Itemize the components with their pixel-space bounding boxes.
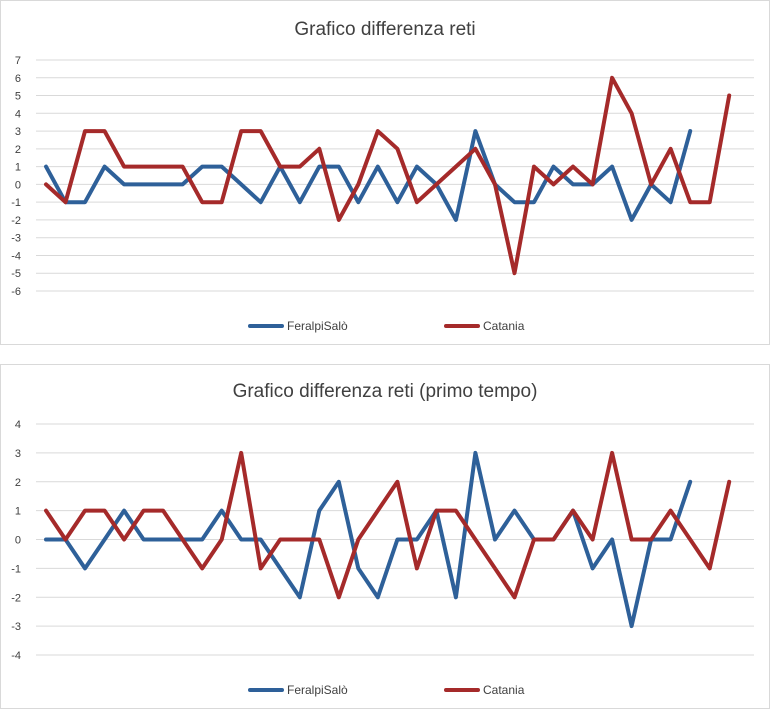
chart-1-y-tick-label: 3 [15, 126, 21, 138]
chart-1-legend-label: FeralpiSalò [287, 319, 348, 333]
chart-1-y-tick-label: -3 [11, 233, 21, 245]
chart-1-frame: Grafico differenza reti 7 6 5 4 3 2 1 0 -1 -2 -3 -4 -… [0, 0, 770, 345]
chart-2-series-catania-line [44, 450, 732, 600]
chart-2-y-tick-label: -2 [11, 592, 21, 604]
chart-1-y-tick-label: 5 [15, 91, 21, 103]
chart-1-y-tick-label: 2 [15, 144, 21, 156]
chart-1: Grafico differenza reti 7 6 5 4 3 2 1 0 -1 -2 -3 -4 -… [11, 19, 754, 333]
chart-1-series-catania-line [44, 75, 732, 276]
chart-1-title: Grafico differenza reti [294, 19, 475, 40]
chart-2-title: Grafico differenza reti (primo tempo) [233, 381, 538, 402]
chart-2-y-tick-label: 1 [15, 506, 21, 518]
chart-2-legend-label: Catania [483, 683, 525, 697]
chart-2-y-tick-label: -3 [11, 621, 21, 633]
chart-1-series-feralpisalo-line [44, 129, 693, 222]
chart-1-y-tick-label: -4 [11, 250, 21, 262]
chart-1-y-tick-label: 0 [15, 179, 21, 191]
chart-1-y-tick-label: -5 [11, 268, 21, 280]
chart-2-y-tick-label: 2 [15, 477, 21, 489]
chart-1-y-tick-label: 4 [15, 108, 21, 120]
chart-1-y-tick-label: -6 [11, 286, 21, 298]
chart-2-y-tick-label: -4 [11, 650, 21, 662]
chart-2-y-tick-label: 4 [15, 419, 21, 431]
chart-1-legend-label: Catania [483, 319, 525, 333]
chart-2-series-feralpisalo-line [44, 450, 693, 629]
chart-1-y-tick-label: 6 [15, 73, 21, 85]
chart-2-y-tick-label: 3 [15, 448, 21, 460]
chart-1-y-tick-label: -1 [11, 197, 21, 209]
chart-2: Grafico differenza reti (primo tempo) 4 3 2… [11, 381, 754, 697]
chart-1-y-tick-label: 7 [15, 55, 21, 67]
chart-2-y-tick-label: 0 [15, 535, 21, 547]
chart-2-y-tick-label: -1 [11, 563, 21, 575]
chart-1-y-tick-label: 1 [15, 162, 21, 174]
chart-2-frame: Grafico differenza reti (primo tempo) 4 3 2… [0, 364, 770, 709]
chart-1-y-tick-label: -2 [11, 215, 21, 227]
chart-2-legend-label: FeralpiSalò [287, 683, 348, 697]
